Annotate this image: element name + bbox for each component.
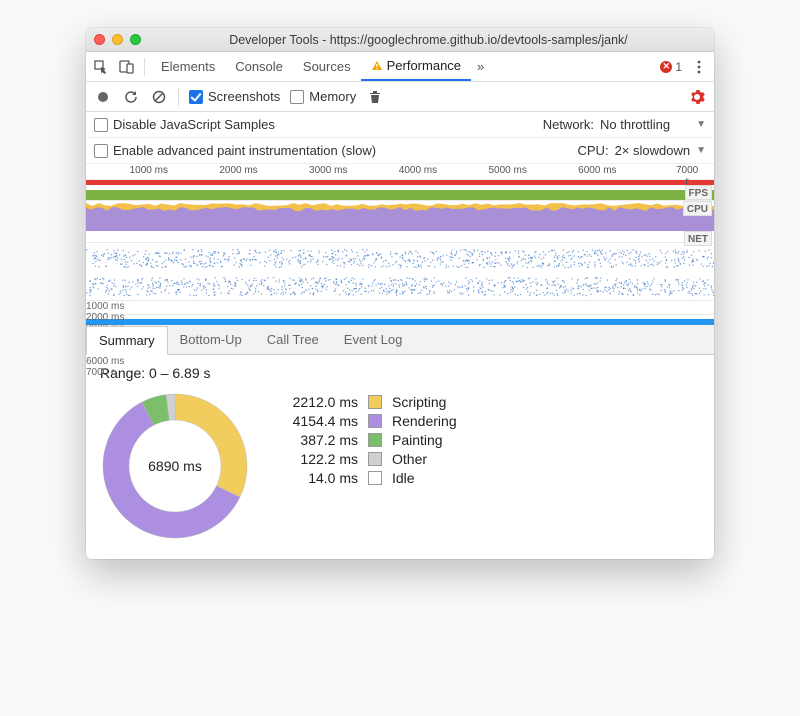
summary-legend: 2212.0 ms Scripting 4154.4 ms Rendering 387.… xyxy=(278,391,457,489)
devtools-window: Developer Tools - https://googlechrome.g… xyxy=(86,28,714,559)
ruler-tick: 4000 ms xyxy=(399,165,437,176)
ruler-tick: 4000 ms xyxy=(86,334,714,345)
tab-elements[interactable]: Elements xyxy=(151,52,225,81)
tab-console[interactable]: Console xyxy=(225,52,293,81)
ruler-tick: 2000 ms xyxy=(219,165,257,176)
settings-gear-icon[interactable] xyxy=(688,88,706,106)
legend-swatch xyxy=(368,452,382,466)
cpu-label: CPU xyxy=(683,201,712,216)
cpu-track: CPU xyxy=(86,201,714,231)
advanced-paint-checkbox[interactable]: Enable advanced paint instrumentation (s… xyxy=(94,143,376,158)
legend-row-other: 122.2 ms Other xyxy=(278,451,457,467)
legend-row-idle: 14.0 ms Idle xyxy=(278,470,457,486)
memory-label: Memory xyxy=(309,89,356,104)
dropdown-icon[interactable]: ▼ xyxy=(696,145,706,156)
gc-button[interactable] xyxy=(366,88,384,106)
kebab-menu-icon[interactable] xyxy=(690,58,708,76)
error-icon: ✕ xyxy=(660,61,672,73)
traffic-lights xyxy=(94,34,141,45)
legend-value: 2212.0 ms xyxy=(278,394,358,410)
legend-value: 4154.4 ms xyxy=(278,413,358,429)
disable-js-label: Disable JavaScript Samples xyxy=(113,117,275,132)
legend-label: Painting xyxy=(392,432,443,448)
legend-row-scripting: 2212.0 ms Scripting xyxy=(278,394,457,410)
window-title: Developer Tools - https://googlechrome.g… xyxy=(151,33,706,47)
ruler-tick: 2000 ms xyxy=(86,312,714,323)
ruler-tick: 1000 ms xyxy=(130,165,168,176)
cpu-label: CPU: xyxy=(578,143,609,158)
error-count-badge[interactable]: ✕ 1 xyxy=(660,60,682,74)
recording-toolbar: Screenshots Memory xyxy=(86,82,714,112)
legend-swatch xyxy=(368,395,382,409)
minimize-window-button[interactable] xyxy=(112,34,123,45)
overview-tracks[interactable]: FPS CPU NET 1000 ms2000 ms3000 ms4000 ms… xyxy=(86,185,714,315)
legend-label: Idle xyxy=(392,470,415,486)
record-button[interactable] xyxy=(94,88,112,106)
checkbox-icon xyxy=(189,90,203,104)
legend-value: 14.0 ms xyxy=(278,470,358,486)
close-window-button[interactable] xyxy=(94,34,105,45)
advanced-paint-label: Enable advanced paint instrumentation (s… xyxy=(113,143,376,158)
legend-swatch xyxy=(368,433,382,447)
legend-swatch xyxy=(368,471,382,485)
legend-value: 122.2 ms xyxy=(278,451,358,467)
checkbox-icon xyxy=(94,144,108,158)
ruler-tick: 5000 ms xyxy=(488,165,526,176)
screenshots-label: Screenshots xyxy=(208,89,280,104)
fps-track: FPS xyxy=(86,185,714,201)
inspect-icon[interactable] xyxy=(92,58,110,76)
dropdown-icon[interactable]: ▼ xyxy=(696,119,706,130)
zoom-window-button[interactable] xyxy=(130,34,141,45)
titlebar: Developer Tools - https://googlechrome.g… xyxy=(86,28,714,52)
cpu-value[interactable]: 2× slowdown xyxy=(615,143,691,158)
legend-value: 387.2 ms xyxy=(278,432,358,448)
ruler-tick: 6000 ms xyxy=(86,356,714,367)
memory-checkbox[interactable]: Memory xyxy=(290,89,356,104)
ruler-tick: 3000 ms xyxy=(309,165,347,176)
legend-swatch xyxy=(368,414,382,428)
timeline-ruler[interactable]: 1000 ms 2000 ms 3000 ms 4000 ms 5000 ms 6000 … xyxy=(86,164,714,180)
legend-label: Rendering xyxy=(392,413,457,429)
summary-tab-summary[interactable]: Summary xyxy=(86,326,168,355)
options-row-1: Disable JavaScript Samples Network: No t… xyxy=(86,112,714,138)
disable-js-checkbox[interactable]: Disable JavaScript Samples xyxy=(94,117,275,132)
legend-label: Other xyxy=(392,451,427,467)
error-count: 1 xyxy=(675,60,682,74)
ruler-tick: 7000 r xyxy=(674,165,701,187)
summary-panel: Range: 0 – 6.89 s 6890 ms 2212.0 msScrip… xyxy=(86,355,714,559)
checkbox-icon xyxy=(290,90,304,104)
timeline-ruler-bottom[interactable]: 1000 ms2000 ms3000 ms4000 ms5000 ms6000 … xyxy=(86,301,714,315)
reload-button[interactable] xyxy=(122,88,140,106)
net-track-header: NET xyxy=(86,231,714,243)
net-track xyxy=(86,243,714,301)
panel-tabstrip: ElementsConsoleSourcesPerformance » ✕ 1 xyxy=(86,52,714,82)
network-label: Network: xyxy=(543,117,594,132)
ruler-tick: 3000 ms xyxy=(86,323,714,334)
screenshots-checkbox[interactable]: Screenshots xyxy=(189,89,280,104)
tab-performance[interactable]: Performance xyxy=(361,52,471,81)
more-tabs-button[interactable]: » xyxy=(471,59,490,74)
tab-sources[interactable]: Sources xyxy=(293,52,361,81)
ruler-tick: 1000 ms xyxy=(86,301,714,312)
ruler-tick: 5000 ms xyxy=(86,345,714,356)
summary-donut-chart: 6890 ms xyxy=(100,391,250,541)
ruler-tick: 7000 r xyxy=(86,367,714,378)
clear-button[interactable] xyxy=(150,88,168,106)
legend-row-painting: 387.2 ms Painting xyxy=(278,432,457,448)
legend-label: Scripting xyxy=(392,394,446,410)
device-toggle-icon[interactable] xyxy=(118,58,136,76)
options-row-2: Enable advanced paint instrumentation (s… xyxy=(86,138,714,164)
checkbox-icon xyxy=(94,118,108,132)
legend-row-rendering: 4154.4 ms Rendering xyxy=(278,413,457,429)
network-value[interactable]: No throttling xyxy=(600,117,670,132)
ruler-tick: 6000 ms xyxy=(578,165,616,176)
donut-center-label: 6890 ms xyxy=(100,391,250,541)
fps-label: FPS xyxy=(685,185,712,200)
